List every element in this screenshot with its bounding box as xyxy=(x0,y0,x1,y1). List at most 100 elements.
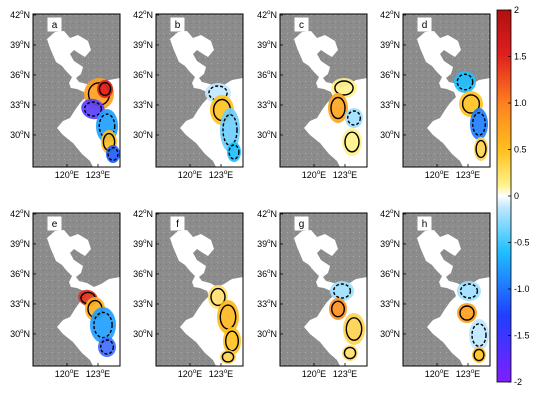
contour-line xyxy=(459,283,479,299)
contour-line xyxy=(210,287,226,307)
lat-tick-label: 33oN xyxy=(380,299,400,309)
lon-tick-label: 120oE xyxy=(425,369,449,379)
lat-tick-label: 36oN xyxy=(133,70,153,80)
lat-tick-label: 42oN xyxy=(10,10,30,20)
panel-label: f xyxy=(176,219,179,230)
colorbar-tick-label: -2 xyxy=(514,377,522,387)
contour-line xyxy=(345,317,363,341)
contour-line xyxy=(471,323,487,347)
lat-tick-label: 42oN xyxy=(133,10,153,20)
lat-tick-label: 30oN xyxy=(380,130,400,140)
panel-frame xyxy=(279,13,368,168)
panel-label-box xyxy=(294,17,309,32)
map-panel-b: b 42oN 39oN 36oN 33oN 30oN 120oE 123oE xyxy=(133,10,244,180)
lat-tick-label: 36oN xyxy=(10,269,30,279)
contour-line xyxy=(459,305,475,321)
lat-tick-label: 30oN xyxy=(380,329,400,339)
panel-frame xyxy=(155,13,244,168)
lon-tick-label: 120oE xyxy=(178,170,202,180)
contour-line xyxy=(343,346,357,360)
map-panel-f: f 42oN 39oN 36oN 33oN 30oN 120oE 123oE xyxy=(133,209,244,379)
lat-tick-label: 39oN xyxy=(257,239,277,249)
panel-label: g xyxy=(299,219,305,230)
lat-tick-label: 36oN xyxy=(257,269,277,279)
panel-frame xyxy=(402,212,491,367)
contour-line xyxy=(334,80,354,96)
lon-tick-label: 123oE xyxy=(333,170,357,180)
contour-line xyxy=(346,110,361,126)
contour-line xyxy=(471,112,486,136)
lat-tick-label: 42oN xyxy=(380,209,400,219)
colorbar-tick-label: 0 xyxy=(514,191,519,201)
contour-line xyxy=(99,339,114,355)
lon-tick-label: 120oE xyxy=(55,170,79,180)
lat-tick-label: 30oN xyxy=(133,329,153,339)
contour-line xyxy=(224,330,239,352)
lat-tick-label: 30oN xyxy=(10,130,30,140)
contour-line xyxy=(473,348,485,362)
panel-frame xyxy=(279,212,368,367)
lat-tick-label: 36oN xyxy=(380,70,400,80)
contour-line xyxy=(93,311,113,339)
contour-line xyxy=(98,81,112,96)
panel-frame xyxy=(155,212,244,367)
lon-tick-label: 120oE xyxy=(55,369,79,379)
panel-label-box xyxy=(170,216,185,231)
panel-label-box xyxy=(170,17,185,32)
panel-label-box xyxy=(294,216,309,231)
panel-label-box xyxy=(47,216,62,231)
contour-line xyxy=(461,94,481,114)
lat-tick-label: 42oN xyxy=(380,10,400,20)
lon-tick-label: 120oE xyxy=(302,170,326,180)
lon-tick-label: 123oE xyxy=(456,369,480,379)
map-panel-a: a 42oN 39oN 36oN 33oN 30oN 120oE 123oE xyxy=(10,10,121,180)
colorbar-tick-label: -1.5 xyxy=(514,331,530,341)
lat-tick-label: 36oN xyxy=(380,269,400,279)
lat-tick-label: 30oN xyxy=(133,130,153,140)
colorbar-tick-label: 1.5 xyxy=(514,52,527,62)
lat-tick-label: 30oN xyxy=(257,329,277,339)
lat-tick-label: 39oN xyxy=(133,239,153,249)
anomaly-patch xyxy=(90,307,116,343)
lat-tick-label: 39oN xyxy=(257,40,277,50)
colorbar-tick-label: 1.0 xyxy=(514,98,527,108)
contour-line xyxy=(107,146,119,161)
panel-label: b xyxy=(175,20,181,31)
map-panel-d: d 42oN 39oN 36oN 33oN 30oN 120oE 123oE xyxy=(380,10,491,180)
lat-tick-label: 36oN xyxy=(133,269,153,279)
contour-line xyxy=(475,139,487,159)
lat-tick-label: 42oN xyxy=(10,209,30,219)
lat-tick-label: 39oN xyxy=(10,40,30,50)
lat-tick-label: 30oN xyxy=(257,130,277,140)
lon-tick-label: 123oE xyxy=(86,369,110,379)
lat-tick-label: 33oN xyxy=(257,299,277,309)
panel-label-box xyxy=(417,216,432,231)
contour-line xyxy=(222,113,238,147)
lat-tick-label: 33oN xyxy=(380,100,400,110)
lat-tick-label: 33oN xyxy=(257,100,277,110)
lat-tick-label: 33oN xyxy=(10,299,30,309)
map-panel-c: c 42oN 39oN 36oN 33oN 30oN 120oE 123oE xyxy=(257,10,368,180)
lon-tick-label: 123oE xyxy=(333,369,357,379)
map-panel-e: e 42oN 39oN 36oN 33oN 30oN 120oE 123oE xyxy=(10,209,121,379)
lon-tick-label: 123oE xyxy=(209,170,233,180)
lat-tick-label: 36oN xyxy=(257,70,277,80)
map-panels: a 42oN 39oN 36oN 33oN 30oN 120oE 123oE b 42oN 39oN… xyxy=(10,10,491,379)
panel-frame xyxy=(32,212,121,367)
panel-label: h xyxy=(422,219,428,230)
contour-line xyxy=(83,101,103,117)
lon-tick-label: 120oE xyxy=(178,369,202,379)
panel-label: c xyxy=(299,20,304,31)
panel-frame xyxy=(402,13,491,168)
panel-label-box xyxy=(47,17,62,32)
lon-tick-label: 120oE xyxy=(425,170,449,180)
colorbar-tick-label: -1.0 xyxy=(514,284,530,294)
contour-line xyxy=(456,73,474,91)
panel-label: a xyxy=(52,20,58,31)
contour-line xyxy=(330,96,346,120)
lat-tick-label: 33oN xyxy=(10,100,30,110)
panel-frame xyxy=(32,13,121,168)
contour-line xyxy=(332,283,352,299)
colorbar-tick-label: 0.5 xyxy=(514,145,527,155)
